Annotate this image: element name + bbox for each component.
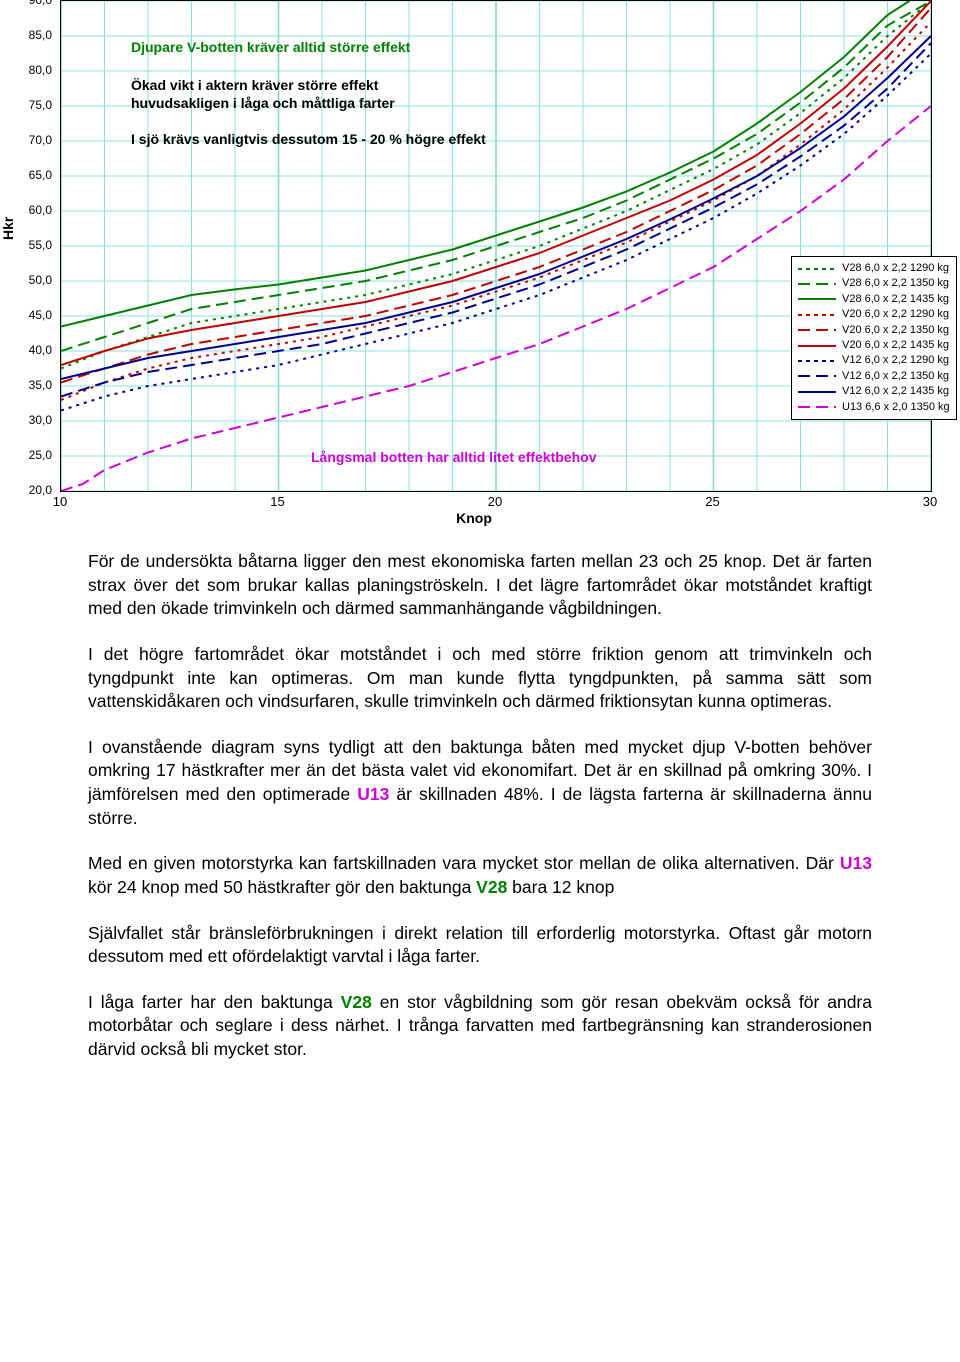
y-tick-label: 80,0 bbox=[29, 63, 52, 77]
y-axis-ticks: 20,025,030,035,040,045,050,055,060,065,0… bbox=[10, 0, 54, 490]
legend-swatch bbox=[798, 341, 836, 351]
x-tick-label: 25 bbox=[705, 494, 719, 509]
legend-label: V28 6,0 x 2,2 1435 kg bbox=[842, 292, 949, 307]
y-tick-label: 20,0 bbox=[29, 483, 52, 497]
article-body: För de undersökta båtarna ligger den mes… bbox=[0, 520, 960, 1114]
paragraph-1: För de undersökta båtarna ligger den mes… bbox=[88, 550, 872, 621]
paragraph-6: I låga farter har den baktunga V28 en st… bbox=[88, 991, 872, 1062]
y-tick-label: 25,0 bbox=[29, 448, 52, 462]
legend-item: V20 6,0 x 2,2 1435 kg bbox=[798, 338, 950, 353]
paragraph-5: Självfallet står bränsleförbrukningen i … bbox=[88, 922, 872, 969]
text: Med en given motorstyrka kan fartskillna… bbox=[88, 853, 840, 873]
legend-label: V28 6,0 x 2,2 1290 kg bbox=[842, 261, 949, 276]
x-tick-label: 10 bbox=[53, 494, 67, 509]
y-tick-label: 85,0 bbox=[29, 28, 52, 42]
power-vs-speed-chart: Hkr Djupare V-botten kräver alltid störr… bbox=[10, 0, 938, 520]
x-tick-label: 30 bbox=[923, 494, 937, 509]
y-tick-label: 60,0 bbox=[29, 203, 52, 217]
legend-label: V28 6,0 x 2,2 1350 kg bbox=[842, 276, 949, 291]
legend-label: V20 6,0 x 2,2 1290 kg bbox=[842, 307, 949, 322]
legend-item: V12 6,0 x 2,2 1435 kg bbox=[798, 384, 950, 399]
x-axis-ticks: 1015202530 bbox=[60, 494, 930, 514]
legend-swatch bbox=[798, 294, 836, 304]
legend-swatch bbox=[798, 371, 836, 381]
legend-swatch bbox=[798, 402, 836, 412]
legend-swatch bbox=[798, 356, 836, 366]
legend-item: V28 6,0 x 2,2 1350 kg bbox=[798, 276, 950, 291]
chart-legend: V28 6,0 x 2,2 1290 kgV28 6,0 x 2,2 1350 … bbox=[791, 256, 957, 420]
chart-annotation: Långsmal botten har alltid litet effektb… bbox=[311, 449, 596, 465]
y-tick-label: 50,0 bbox=[29, 273, 52, 287]
y-tick-label: 65,0 bbox=[29, 168, 52, 182]
y-tick-label: 55,0 bbox=[29, 238, 52, 252]
y-tick-label: 45,0 bbox=[29, 308, 52, 322]
legend-label: V12 6,0 x 2,2 1290 kg bbox=[842, 353, 949, 368]
legend-item: V12 6,0 x 2,2 1350 kg bbox=[798, 369, 950, 384]
v28-ref: V28 bbox=[341, 992, 372, 1012]
u13-ref: U13 bbox=[840, 853, 872, 873]
legend-label: U13 6,6 x 2,0 1350 kg bbox=[842, 400, 950, 415]
legend-item: V20 6,0 x 2,2 1290 kg bbox=[798, 307, 950, 322]
v28-ref: V28 bbox=[476, 877, 507, 897]
chart-annotation: Djupare V-botten kräver alltid större ef… bbox=[131, 39, 410, 55]
legend-label: V12 6,0 x 2,2 1350 kg bbox=[842, 369, 949, 384]
legend-swatch bbox=[798, 310, 836, 320]
y-tick-label: 75,0 bbox=[29, 98, 52, 112]
y-tick-label: 30,0 bbox=[29, 413, 52, 427]
legend-swatch bbox=[798, 387, 836, 397]
text: I låga farter har den baktunga bbox=[88, 992, 341, 1012]
legend-label: V20 6,0 x 2,2 1350 kg bbox=[842, 323, 949, 338]
paragraph-4: Med en given motorstyrka kan fartskillna… bbox=[88, 852, 872, 899]
legend-item: V20 6,0 x 2,2 1350 kg bbox=[798, 323, 950, 338]
legend-swatch bbox=[798, 279, 836, 289]
x-tick-label: 15 bbox=[270, 494, 284, 509]
chart-annotation: huvudsakligen i låga och måttliga farter bbox=[131, 95, 395, 111]
paragraph-2: I det högre fartområdet ökar motståndet … bbox=[88, 643, 872, 714]
u13-ref: U13 bbox=[357, 784, 389, 804]
text: bara 12 knop bbox=[507, 877, 614, 897]
legend-label: V20 6,0 x 2,2 1435 kg bbox=[842, 338, 949, 353]
chart-annotation: I sjö krävs vanligtvis dessutom 15 - 20 … bbox=[131, 131, 486, 147]
x-axis-label: Knop bbox=[456, 510, 492, 526]
y-tick-label: 70,0 bbox=[29, 133, 52, 147]
legend-item: V28 6,0 x 2,2 1290 kg bbox=[798, 261, 950, 276]
legend-item: V28 6,0 x 2,2 1435 kg bbox=[798, 292, 950, 307]
chart-annotation: Ökad vikt i aktern kräver större effekt bbox=[131, 77, 378, 93]
page: { "chart": { "type": "line", "x_label": … bbox=[0, 0, 960, 1114]
legend-label: V12 6,0 x 2,2 1435 kg bbox=[842, 384, 949, 399]
legend-swatch bbox=[798, 325, 836, 335]
plot-area: Djupare V-botten kräver alltid större ef… bbox=[60, 0, 932, 492]
y-tick-label: 90,0 bbox=[29, 0, 52, 7]
y-tick-label: 40,0 bbox=[29, 343, 52, 357]
text: kör 24 knop med 50 hästkrafter gör den b… bbox=[88, 877, 476, 897]
legend-item: U13 6,6 x 2,0 1350 kg bbox=[798, 400, 950, 415]
paragraph-3: I ovanstående diagram syns tydligt att d… bbox=[88, 736, 872, 831]
legend-swatch bbox=[798, 264, 836, 274]
x-tick-label: 20 bbox=[488, 494, 502, 509]
y-tick-label: 35,0 bbox=[29, 378, 52, 392]
legend-item: V12 6,0 x 2,2 1290 kg bbox=[798, 353, 950, 368]
